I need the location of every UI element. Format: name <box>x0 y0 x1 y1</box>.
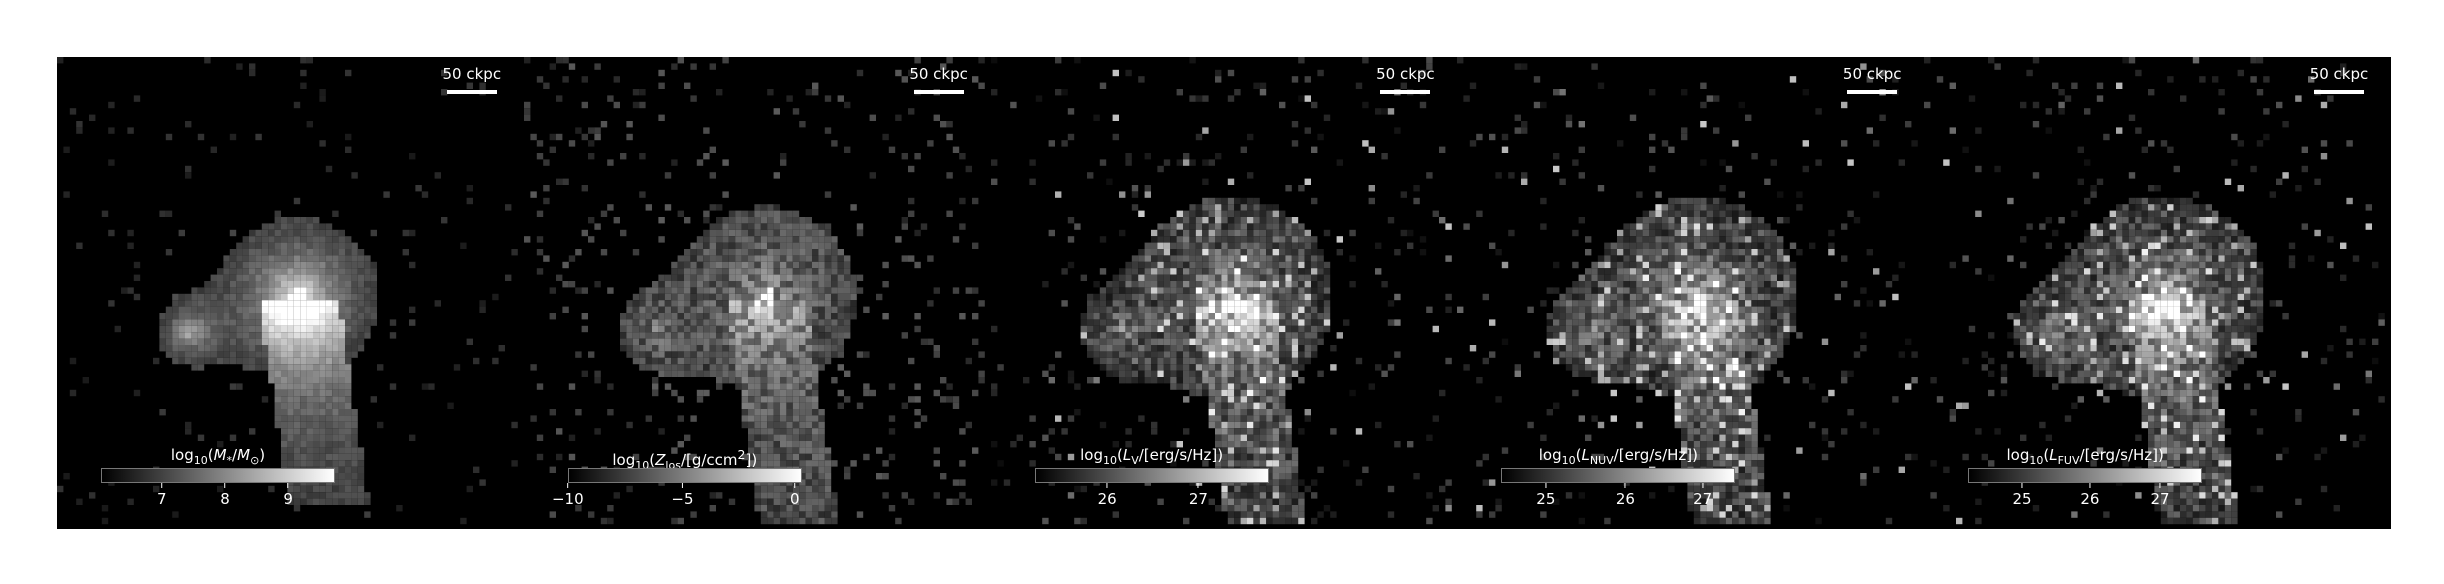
colorbar-tick: 9 <box>283 483 293 508</box>
colorbar-gradient <box>1501 468 1736 483</box>
colorbar-label: log10(M*/M⊙) <box>170 446 266 467</box>
colorbar: log10(LFUV/[erg/s/Hz]) 25 26 27 <box>1968 445 2203 509</box>
scale-bar-line <box>1380 90 1431 94</box>
colorbar-tick: 27 <box>1693 483 1712 508</box>
panel-metallicity: 50 ckpc log10(Zlos/[g/ccm2]) −10 −5 0 <box>523 57 991 529</box>
nuv-luminosity-map <box>1457 57 1919 525</box>
colorbar-tick: −5 <box>671 483 694 508</box>
scale-bar-label: 50 ckpc <box>1376 65 1435 83</box>
scale-bar-line <box>1847 90 1898 94</box>
colorbar-tick: 27 <box>1189 483 1208 508</box>
colorbar-ticks: 26 27 <box>1035 483 1269 509</box>
scale-bar-label: 50 ckpc <box>909 65 968 83</box>
colorbar-label: log10(LNUV/[erg/s/Hz]) <box>1538 446 1699 467</box>
scale-bar: 50 ckpc <box>899 65 979 94</box>
scale-bar-line <box>446 90 497 94</box>
colorbar-ticks: 25 26 27 <box>1501 483 1735 509</box>
panel-v-luminosity: 50 ckpc log10(LV/[erg/s/Hz]) 26 27 <box>990 57 1458 529</box>
scale-bar: 50 ckpc <box>2299 65 2379 94</box>
colorbar-tick: 27 <box>2151 483 2170 508</box>
colorbar-tick: 0 <box>790 483 800 508</box>
scale-bar-line <box>913 90 964 94</box>
colorbar-tick: 26 <box>1098 483 1117 508</box>
colorbar-tick: 25 <box>2012 483 2032 508</box>
colorbar-label: log10(LV/[erg/s/Hz]) <box>1080 446 1224 467</box>
colorbar-tick: 8 <box>220 483 230 508</box>
colorbar-gradient <box>101 468 335 483</box>
colorbar-gradient <box>567 468 802 483</box>
scale-bar-line <box>2313 90 2364 94</box>
colorbar-gradient <box>1034 468 1269 483</box>
colorbar-ticks: 25 26 27 <box>1968 483 2202 509</box>
colorbar-label: log10(Zlos/[g/ccm2]) <box>612 447 758 472</box>
colorbar-tick: 26 <box>2080 483 2099 508</box>
panel-stellar-mass: 50 ckpc log10(M*/M⊙) 7 8 9 <box>57 57 524 529</box>
colorbar-ticks: 7 8 9 <box>101 483 335 509</box>
metallicity-map <box>523 57 985 525</box>
scale-bar-label: 50 ckpc <box>442 65 502 83</box>
colorbar: log10(Zlos/[g/ccm2]) −10 −5 0 <box>552 445 802 509</box>
panel-nuv-luminosity: 50 ckpc log10(LNUV/[erg/s/Hz]) 25 26 27 <box>1457 57 1925 529</box>
colorbar-tick: 26 <box>1616 483 1635 508</box>
colorbar: log10(LNUV/[erg/s/Hz]) 25 26 27 <box>1501 445 1736 509</box>
scale-bar: 50 ckpc <box>1832 65 1912 94</box>
colorbar-ticks: −10 −5 0 <box>552 483 802 509</box>
colorbar-label: log10(LFUV/[erg/s/Hz]) <box>2006 446 2164 467</box>
colorbar-tick: 25 <box>1536 483 1555 508</box>
image-strip: 50 ckpc log10(M*/M⊙) 7 8 9 50 ckpc log10(Z… <box>57 57 2391 529</box>
colorbar-tick: 7 <box>157 483 167 508</box>
colorbar-tick: −10 <box>552 483 584 508</box>
colorbar: log10(LV/[erg/s/Hz]) 26 27 <box>1034 445 1269 509</box>
scale-bar-label: 50 ckpc <box>1842 65 1902 83</box>
scale-bar: 50 ckpc <box>432 65 512 94</box>
scale-bar: 50 ckpc <box>1365 65 1445 94</box>
colorbar: log10(M*/M⊙) 7 8 9 <box>101 445 335 509</box>
scale-bar-label: 50 ckpc <box>2309 65 2369 83</box>
colorbar-gradient <box>1968 468 2203 483</box>
panel-fuv-luminosity: 50 ckpc log10(LFUV/[erg/s/Hz]) 25 26 27 <box>1924 57 2391 529</box>
